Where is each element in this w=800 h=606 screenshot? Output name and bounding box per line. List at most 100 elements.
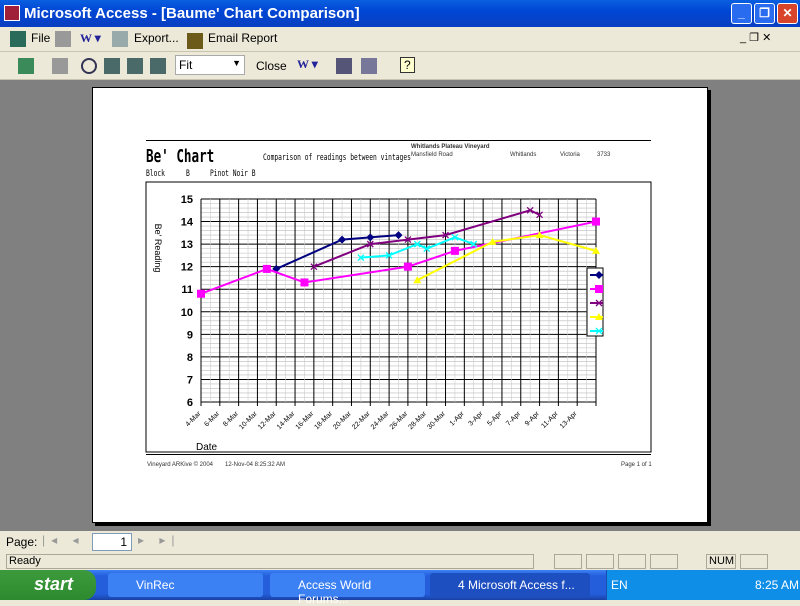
footer-copyright: Vineyard ARKive © 2004: [147, 462, 214, 468]
x-tick-label: 26-Mar: [389, 410, 410, 431]
system-tray: EN 8:25 AM: [606, 570, 800, 600]
vineyard-road: Mansfield Road: [411, 152, 453, 158]
x-tick-label: 4-Mar: [185, 410, 203, 428]
y-tick-label: 12: [181, 262, 193, 274]
data-point: [450, 246, 459, 255]
data-point: [470, 240, 478, 248]
word-icon[interactable]: W ▾: [80, 31, 101, 45]
legend-marker: [595, 299, 603, 307]
x-tick-label: 6-Mar: [203, 410, 221, 428]
legend-marker: [595, 271, 603, 279]
data-point: [442, 231, 449, 239]
clock: 8:25 AM: [755, 578, 800, 592]
design-view-icon[interactable]: [18, 58, 34, 74]
status-panel: [618, 554, 646, 569]
mdi-controls[interactable]: _ ❐ ✕: [740, 32, 772, 44]
data-point: [197, 289, 205, 298]
help-icon[interactable]: ?: [400, 57, 415, 73]
x-tick-label: 24-Mar: [370, 410, 391, 431]
zoom-value: Fit: [179, 58, 193, 72]
data-point: [535, 231, 544, 239]
task-vinrec[interactable]: VinRec: [108, 573, 263, 597]
x-tick-label: 3-Apr: [467, 410, 485, 428]
export-button[interactable]: Export...: [134, 31, 179, 45]
email-report-button[interactable]: Email Report: [208, 31, 278, 45]
block-label: Block: [146, 169, 165, 179]
series-line-4: [360, 236, 475, 259]
data-point: [394, 231, 403, 240]
first-prev-page-buttons[interactable]: |◂ ◂: [42, 533, 85, 547]
status-panel: [650, 554, 678, 569]
legend-marker: [595, 313, 603, 320]
minimize-button[interactable]: _: [731, 3, 752, 24]
x-tick-label: 20-Mar: [332, 410, 353, 431]
print-icon[interactable]: [55, 31, 71, 47]
x-tick-label: 28-Mar: [407, 410, 428, 431]
data-point: [423, 245, 431, 253]
data-point: [536, 211, 544, 219]
menu-toolbar: File W ▾ Export... Email Report _ ❐ ✕: [0, 27, 800, 52]
x-tick-label: 10-Mar: [238, 410, 259, 431]
language-indicator[interactable]: EN: [611, 578, 628, 592]
report-page: Be' Chart Comparison of readings between…: [92, 87, 708, 523]
office-links-icon[interactable]: W ▾: [297, 57, 318, 71]
page-number-input[interactable]: 1: [92, 533, 132, 551]
status-panel: [740, 554, 768, 569]
report-title: Be' Chart: [146, 146, 215, 167]
data-point: [300, 278, 309, 287]
data-point: [357, 254, 365, 262]
legend-marker: [595, 285, 603, 293]
footer-rule: [146, 454, 651, 455]
multiple-pages-icon[interactable]: [150, 58, 166, 74]
task-access-world-forums[interactable]: Access World Forums...: [270, 573, 425, 606]
data-point: [366, 233, 375, 242]
y-tick-label: 9: [187, 329, 193, 341]
y-tick-label: 14: [181, 217, 194, 229]
preview-toolbar: Fit ▼ Close W ▾ ?: [0, 52, 800, 80]
y-tick-label: 13: [181, 239, 193, 251]
y-tick-label: 15: [181, 194, 193, 206]
zoom-icon[interactable]: [81, 58, 97, 74]
data-point: [413, 276, 422, 284]
footer-date: 12-Nov-04 8:25:32 AM: [225, 462, 286, 468]
y-axis-label: Be' Reading: [153, 224, 163, 273]
x-tick-label: 12-Mar: [257, 410, 278, 431]
variety-value: Pinot Noir B: [210, 169, 256, 179]
vineyard-name: Whitlands Plateau Vineyard: [411, 144, 490, 150]
file-icon: [10, 31, 26, 47]
x-tick-label: 5-Apr: [486, 410, 504, 428]
zoom-select[interactable]: Fit ▼: [175, 55, 245, 75]
data-point: [592, 246, 600, 254]
chart-frame: [145, 181, 652, 453]
database-window-icon[interactable]: [336, 58, 352, 74]
data-point: [262, 264, 271, 273]
page-label: Page:: [6, 535, 38, 549]
access-app-icon[interactable]: [4, 5, 20, 21]
y-tick-label: 7: [187, 374, 193, 386]
x-tick-label: 30-Mar: [426, 410, 447, 431]
one-page-icon[interactable]: [104, 58, 120, 74]
print-icon[interactable]: [52, 58, 68, 74]
chevron-down-icon: ▼: [232, 58, 241, 68]
data-point: [413, 240, 421, 248]
task-microsoft-access[interactable]: 4 Microsoft Access f...: [430, 573, 590, 597]
data-point: [488, 237, 497, 245]
start-button[interactable]: start: [0, 570, 96, 600]
restore-button[interactable]: ❐: [754, 3, 775, 24]
header-rule: [146, 140, 651, 141]
data-point: [366, 240, 374, 248]
close-window-button[interactable]: ✕: [777, 3, 798, 24]
new-object-icon[interactable]: [361, 58, 377, 74]
data-point: [310, 263, 318, 271]
x-tick-label: 14-Mar: [276, 410, 297, 431]
y-tick-label: 10: [181, 307, 193, 319]
x-tick-label: 18-Mar: [313, 410, 334, 431]
file-menu[interactable]: File: [31, 31, 51, 45]
data-point: [403, 262, 412, 271]
vineyard-state: Victoria: [560, 152, 580, 158]
x-tick-label: 11-Apr: [540, 410, 560, 430]
two-pages-icon[interactable]: [127, 58, 143, 74]
footer-page: Page 1 of 1: [621, 462, 652, 468]
close-preview-button[interactable]: Close: [256, 59, 287, 73]
next-last-page-buttons[interactable]: ▸ ▸|: [138, 533, 181, 547]
